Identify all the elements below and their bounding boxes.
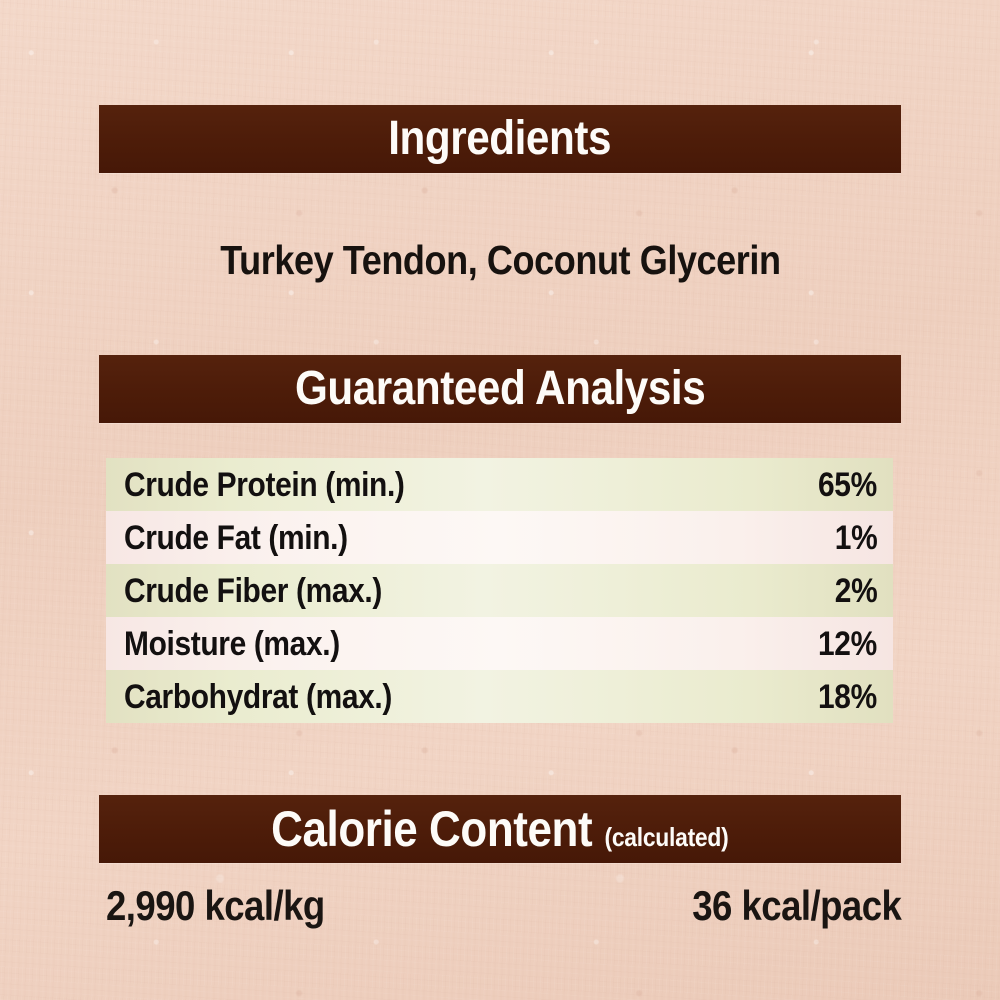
guaranteed-analysis-heading: Guaranteed Analysis [294, 362, 706, 415]
ingredients-heading: Ingredients [388, 112, 612, 165]
nutrient-label: Carbohydrat (max.) [124, 677, 392, 716]
nutrient-label: Crude Fiber (max.) [124, 571, 383, 610]
nutrient-value: 18% [818, 677, 877, 716]
nutrient-label: Crude Fat (min.) [124, 518, 348, 557]
calories-per-kilogram: 2,990 kcal/kg [106, 882, 325, 929]
nutrient-label: Moisture (max.) [124, 624, 340, 663]
nutrient-label: Crude Protein (min.) [124, 465, 405, 504]
table-row: Carbohydrat (max.) 18% [106, 670, 893, 723]
calorie-content-header-bar: Calorie Content (calculated) [99, 795, 901, 863]
calorie-content-heading-note: (calculated) [604, 822, 729, 852]
calories-per-pack: 36 kcal/pack [691, 882, 902, 929]
calorie-heading-group: Calorie Content (calculated) [271, 801, 729, 857]
nutrient-value: 2% [834, 571, 877, 610]
guaranteed-analysis-header-bar: Guaranteed Analysis [99, 355, 901, 423]
nutrient-value: 65% [818, 465, 877, 504]
ingredients-list-text: Turkey Tendon, Coconut Glycerin [219, 237, 781, 283]
nutrient-value: 1% [834, 518, 877, 557]
guaranteed-analysis-table: Crude Protein (min.) 65% Crude Fat (min.… [106, 458, 893, 723]
table-row: Moisture (max.) 12% [106, 617, 893, 670]
ingredients-list: Turkey Tendon, Coconut Glycerin [0, 240, 1000, 281]
nutrient-value: 12% [818, 624, 877, 663]
calorie-values-row: 2,990 kcal/kg 36 kcal/pack [106, 882, 902, 929]
ingredients-header-bar: Ingredients [99, 105, 901, 173]
table-row: Crude Fiber (max.) 2% [106, 564, 893, 617]
table-row: Crude Protein (min.) 65% [106, 458, 893, 511]
table-row: Crude Fat (min.) 1% [106, 511, 893, 564]
calorie-content-heading: Calorie Content [271, 801, 593, 857]
